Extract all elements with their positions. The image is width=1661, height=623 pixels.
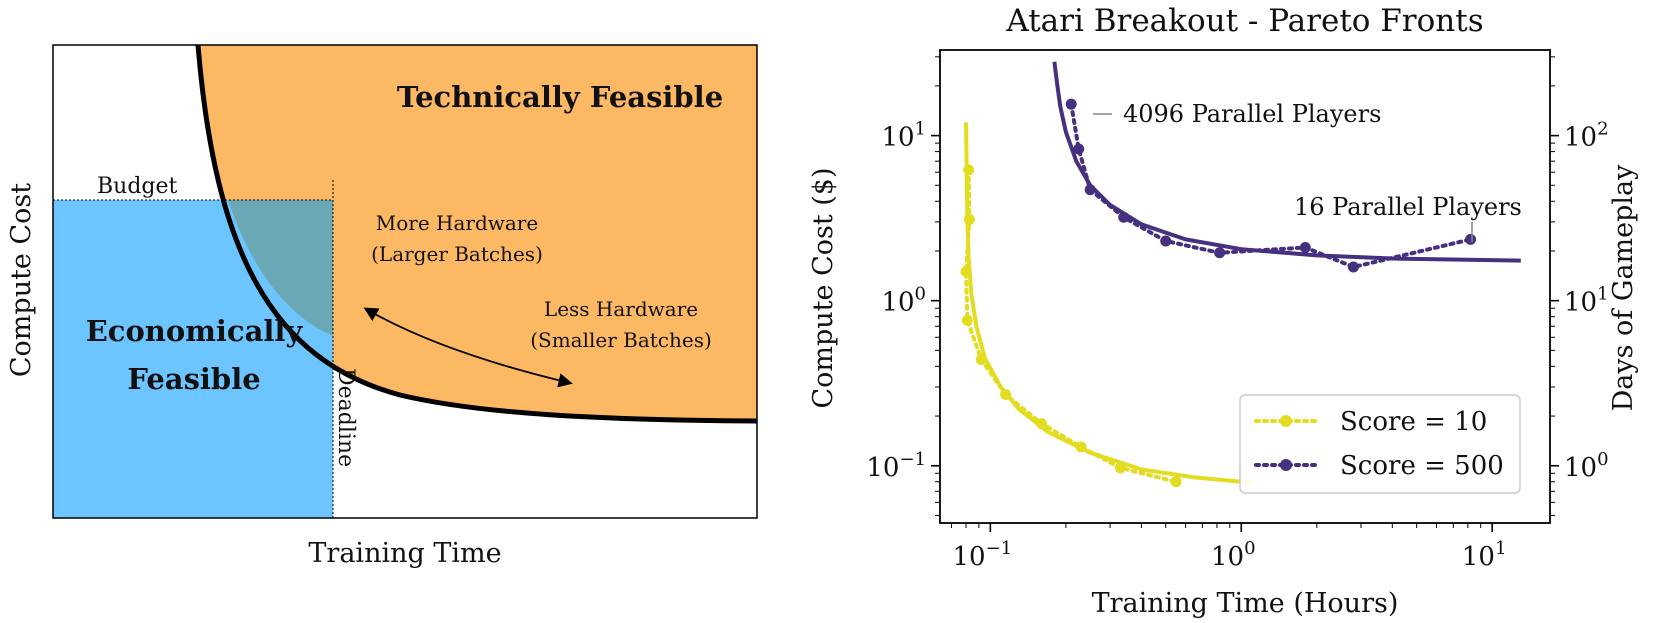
technical-label: Technically Feasible	[397, 80, 723, 114]
axis-tick-labels: 10−1 100 101 10−1 100 101 100 101 102	[866, 119, 1608, 572]
overlap-region	[228, 200, 333, 336]
annotation-4096: 4096 Parallel Players	[1123, 100, 1381, 128]
data-point-score-10	[1036, 418, 1048, 430]
less-hardware-label-2: (Smaller Batches)	[530, 328, 712, 352]
right-title: Atari Breakout - Pareto Fronts	[1005, 3, 1483, 39]
annotation-16: 16 Parallel Players	[1294, 193, 1522, 221]
data-point-score-10	[1075, 441, 1087, 453]
data-point-score-10	[1000, 389, 1012, 401]
x-tick-label: 101	[1462, 538, 1507, 572]
more-hardware-label-2: (Larger Batches)	[371, 242, 543, 266]
right-panel: Atari Breakout - Pareto Fronts Training …	[808, 3, 1639, 619]
legend: Score = 10 Score = 500	[1239, 394, 1521, 494]
data-point-score-10	[975, 354, 987, 366]
data-point-score-500	[1465, 233, 1477, 245]
legend-label-score-10: Score = 10	[1340, 407, 1487, 437]
series-layer	[960, 61, 1521, 488]
data-point-score-10	[1114, 462, 1126, 474]
data-point-score-10	[963, 214, 975, 226]
right-y-tick-label: 100	[1564, 449, 1609, 483]
x-tick-label: 100	[1211, 538, 1256, 572]
data-line-score-500	[1069, 102, 1473, 270]
left-axes-frame	[52, 44, 758, 519]
right-ylabel-secondary: Days of Gameplay	[1608, 164, 1639, 412]
fit-line-score-500	[1052, 61, 1521, 263]
legend-entry-score-500: Score = 500	[1254, 451, 1504, 481]
x-tick-label: 10−1	[953, 538, 1013, 572]
data-point-score-10	[960, 266, 972, 278]
left-ylabel: Compute Cost	[6, 183, 37, 377]
data-point-score-500	[1118, 211, 1130, 223]
left-xlabel: Training Time	[308, 538, 501, 569]
right-y-tick-label: 101	[1564, 284, 1609, 318]
pareto-frontier-curve	[195, 45, 757, 424]
right-xlabel: Training Time (Hours)	[1092, 588, 1399, 619]
legend-label-score-500: Score = 500	[1340, 451, 1504, 481]
economic-label-line2: Feasible	[127, 362, 260, 396]
economic-label-line1: Economically	[86, 314, 304, 348]
data-point-score-500	[1160, 235, 1172, 247]
data-point-score-500	[1214, 247, 1226, 259]
data-point-score-10	[1170, 476, 1182, 488]
y-tick-label: 100	[881, 284, 926, 318]
technically-feasible-region	[198, 45, 757, 421]
data-point-score-10	[961, 314, 973, 326]
more-hardware-label-1: More Hardware	[376, 211, 538, 235]
fit-line-score-10	[964, 122, 1252, 485]
data-point-score-500	[1065, 98, 1077, 110]
y-tick-label: 101	[881, 119, 926, 153]
tradeoff-arrow	[363, 307, 573, 388]
legend-entry-score-10: Score = 10	[1254, 407, 1487, 437]
data-line-score-10	[963, 167, 1179, 484]
deadline-label: Deadline	[333, 368, 358, 467]
data-point-score-500	[1299, 241, 1311, 253]
right-ylabel: Compute Cost ($)	[808, 167, 839, 408]
budget-label: Budget	[97, 174, 178, 199]
y-tick-label: 10−1	[866, 449, 926, 483]
left-panel: Technically Feasible Economically Feasib…	[6, 44, 758, 569]
less-hardware-label-1: Less Hardware	[544, 297, 698, 321]
data-point-score-500	[1084, 184, 1096, 196]
right-y-tick-label: 102	[1564, 119, 1609, 153]
data-point-score-10	[963, 164, 975, 176]
data-point-score-500	[1073, 143, 1085, 155]
data-point-score-500	[1347, 261, 1359, 273]
right-axes-frame	[939, 49, 1551, 524]
